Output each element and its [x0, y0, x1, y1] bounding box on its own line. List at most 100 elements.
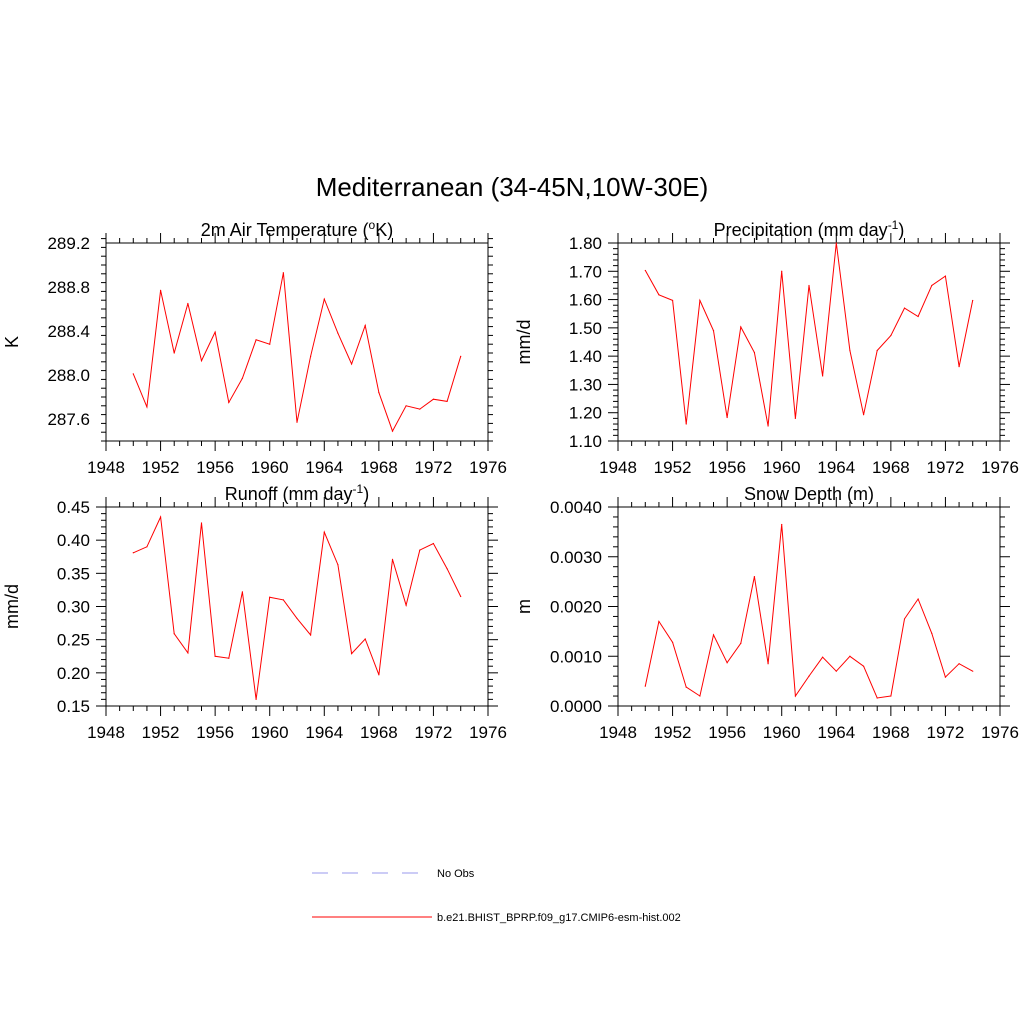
- data-point: [685, 686, 687, 688]
- data-point: [214, 655, 216, 657]
- x-tick-label: 1964: [305, 458, 343, 477]
- data-point: [200, 360, 203, 362]
- y-tick-label: 287.6: [47, 410, 90, 429]
- data-point: [890, 695, 892, 697]
- x-tick-label: 1960: [763, 723, 801, 742]
- data-point: [350, 652, 353, 655]
- y-tick-label: 0.25: [57, 631, 90, 650]
- data-point: [753, 576, 756, 578]
- panel-title: Runoff (mm day-1): [225, 482, 369, 504]
- data-point: [391, 430, 394, 432]
- x-tick-label: 1956: [708, 458, 746, 477]
- data-point: [876, 349, 878, 352]
- y-tick-label: 0.40: [57, 531, 90, 550]
- y-tick-label: 0.0010: [550, 647, 602, 666]
- data-point: [685, 423, 687, 425]
- series-line: [644, 242, 974, 427]
- data-point: [241, 591, 244, 593]
- data-point: [658, 620, 660, 623]
- data-point: [337, 564, 339, 566]
- data-point: [944, 275, 947, 277]
- x-tick-label: 1964: [305, 723, 343, 742]
- y-tick-label: 1.50: [569, 319, 602, 338]
- plot-frame: [617, 242, 1001, 442]
- data-point: [658, 294, 660, 296]
- x-tick-label: 1972: [415, 723, 453, 742]
- data-point: [146, 406, 148, 408]
- data-point: [794, 417, 796, 419]
- data-point: [849, 655, 851, 657]
- data-point: [781, 270, 783, 272]
- y-tick-label: 1.30: [569, 375, 602, 394]
- y-tick-label: 0.15: [57, 697, 90, 716]
- plot-frame: [105, 242, 489, 442]
- series-line: [644, 524, 973, 699]
- data-point: [132, 552, 134, 554]
- y-tick-label: 1.60: [569, 291, 602, 310]
- data-point: [753, 351, 756, 354]
- y-tick-label: 288.0: [47, 366, 90, 385]
- data-point: [903, 618, 906, 620]
- y-axis-label: mm/d: [514, 320, 534, 365]
- data-point: [794, 695, 796, 697]
- data-point: [671, 299, 674, 302]
- data-point: [740, 326, 742, 328]
- data-point: [822, 656, 824, 658]
- data-point: [228, 657, 230, 659]
- data-point: [726, 662, 728, 664]
- y-tick-label: 1.40: [569, 347, 602, 366]
- data-point: [132, 373, 134, 375]
- panel-title-main: Precipitation (mm day: [714, 220, 888, 240]
- data-point: [405, 405, 407, 407]
- data-point: [699, 695, 701, 697]
- data-point: [740, 642, 742, 644]
- data-point: [808, 284, 810, 287]
- x-tick-label: 1968: [360, 723, 398, 742]
- data-point: [917, 315, 919, 318]
- y-tick-label: 0.0040: [550, 498, 602, 517]
- x-tick-label: 1976: [981, 723, 1019, 742]
- data-point: [767, 663, 769, 665]
- y-tick-label: 1.70: [569, 262, 602, 281]
- data-point: [296, 421, 298, 423]
- x-tick-label: 1972: [927, 458, 965, 477]
- x-tick-label: 1968: [872, 458, 910, 477]
- panel-precipitation: Precipitation (mm day-1) mm/d 1948 1952 1956…: [514, 218, 1019, 477]
- data-point: [187, 652, 189, 654]
- x-tick-label: 1952: [142, 723, 180, 742]
- data-point: [241, 377, 244, 379]
- data-point: [767, 425, 769, 427]
- data-point: [296, 617, 298, 620]
- y-tick-label: 1.20: [569, 404, 602, 423]
- y-axis-label: K: [2, 336, 22, 348]
- data-point: [269, 596, 271, 598]
- panel-title-superscript: -1: [888, 218, 899, 232]
- y-axis-label: mm/d: [2, 584, 22, 629]
- data-point: [173, 633, 175, 635]
- data-point: [187, 302, 189, 305]
- data-point: [310, 634, 312, 636]
- y-tick-label: 0.45: [57, 498, 90, 517]
- data-point: [378, 674, 380, 676]
- y-tick-label: 0.0000: [550, 697, 602, 716]
- series-line: [133, 515, 462, 700]
- x-tick-label: 1948: [599, 723, 637, 742]
- data-point: [862, 414, 865, 416]
- x-tick-label: 1960: [251, 723, 289, 742]
- y-tick-label: 1.80: [569, 234, 602, 253]
- data-point: [323, 298, 325, 300]
- data-point: [405, 604, 407, 606]
- data-point: [282, 272, 284, 274]
- data-point: [446, 568, 448, 570]
- data-point: [931, 284, 933, 287]
- y-axis-label: m: [514, 599, 534, 614]
- legend-label-model: b.e21.BHIST_BPRP.f09_g17.CMIP6-esm-hist.…: [437, 912, 681, 924]
- panel-temperature: 2m Air Temperature (oK) K 1948 1952 1956 1960…: [2, 218, 507, 477]
- data-point: [146, 546, 148, 548]
- data-point: [958, 366, 960, 368]
- panel-title-end: K): [375, 220, 393, 240]
- x-tick-label: 1976: [469, 723, 507, 742]
- x-tick-label: 1956: [196, 723, 234, 742]
- data-point: [200, 522, 203, 524]
- x-tick-label: 1956: [196, 458, 234, 477]
